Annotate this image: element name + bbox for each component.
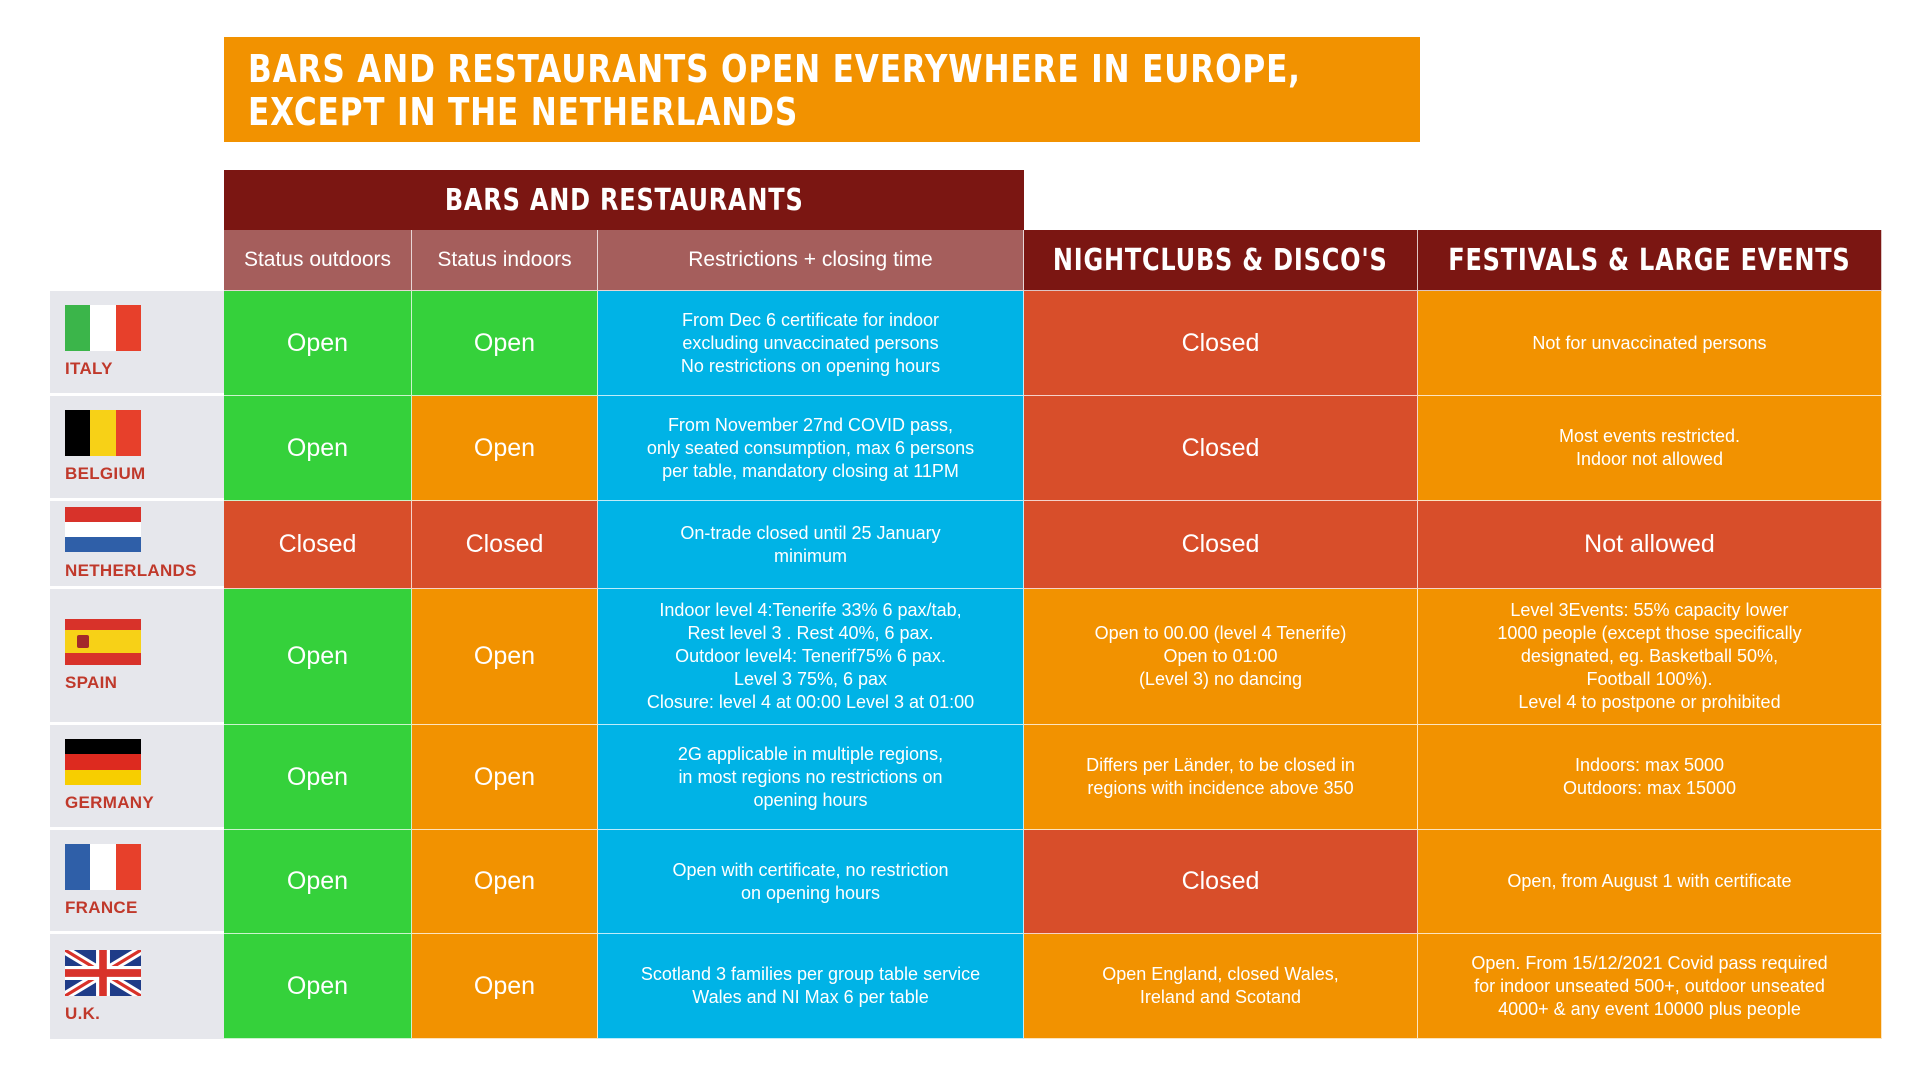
belgium-indoors: Open	[412, 396, 598, 501]
belgium-nightclubs: Closed	[1024, 396, 1418, 501]
france-indoors: Open	[412, 830, 598, 934]
uk-outdoors: Open	[224, 934, 412, 1039]
germany-flag-icon	[65, 739, 141, 785]
netherlands-indoors: Closed	[412, 501, 598, 589]
country-belgium: BELGIUM	[50, 396, 224, 501]
spain-festivals: Level 3Events: 55% capacity lower 1000 p…	[1418, 589, 1882, 725]
germany-restrictions: 2G applicable in multiple regions, in mo…	[598, 725, 1024, 830]
header-bars-restaurants: BARS AND RESTAURANTS	[224, 170, 1024, 230]
uk-indoors: Open	[412, 934, 598, 1039]
header-nightclubs: NIGHTCLUBS & DISCO'S	[1024, 230, 1418, 291]
country-france: FRANCE	[50, 830, 224, 934]
italy-flag-icon	[65, 305, 141, 351]
france-festivals: Open, from August 1 with certificate	[1418, 830, 1882, 934]
country-label: SPAIN	[65, 672, 118, 692]
spain-outdoors: Open	[224, 589, 412, 725]
spain-nightclubs: Open to 00.00 (level 4 Tenerife) Open to…	[1024, 589, 1418, 725]
germany-nightclubs: Differs per Länder, to be closed in regi…	[1024, 725, 1418, 830]
germany-outdoors: Open	[224, 725, 412, 830]
title-line-2: EXCEPT IN THE NETHERLANDS	[248, 90, 799, 134]
country-uk: U.K.	[50, 934, 224, 1039]
belgium-flag-icon	[65, 410, 141, 456]
country-spain: SPAIN	[50, 589, 224, 725]
germany-indoors: Open	[412, 725, 598, 830]
italy-nightclubs: Closed	[1024, 291, 1418, 396]
country-label: BELGIUM	[65, 464, 146, 483]
header-status-outdoors: Status outdoors	[224, 230, 412, 291]
uk-festivals: Open. From 15/12/2021 Covid pass require…	[1418, 934, 1882, 1039]
netherlands-outdoors: Closed	[224, 501, 412, 589]
netherlands-restrictions: On-trade closed until 25 January minimum	[598, 501, 1024, 589]
country-label: GERMANY	[65, 793, 154, 812]
country-italy: ITALY	[50, 291, 224, 396]
title-banner: BARS AND RESTAURANTS OPEN EVERYWHERE IN …	[224, 37, 1420, 142]
header-restrictions: Restrictions + closing time	[598, 230, 1024, 291]
netherlands-nightclubs: Closed	[1024, 501, 1418, 589]
uk-restrictions: Scotland 3 families per group table serv…	[598, 934, 1024, 1039]
header-festivals: FESTIVALS & LARGE EVENTS	[1418, 230, 1882, 291]
country-label: U.K.	[65, 1003, 101, 1023]
country-label: ITALY	[65, 359, 113, 378]
country-label: NETHERLANDS	[65, 560, 197, 580]
italy-indoors: Open	[412, 291, 598, 396]
spain-flag-icon	[65, 618, 141, 665]
country-label: FRANCE	[65, 897, 138, 917]
netherlands-flag-icon	[65, 506, 141, 553]
italy-restrictions: From Dec 6 certificate for indoor exclud…	[598, 291, 1024, 396]
france-flag-icon	[65, 843, 141, 890]
uk-flag-icon	[65, 949, 141, 996]
italy-festivals: Not for unvaccinated persons	[1418, 291, 1882, 396]
france-nightclubs: Closed	[1024, 830, 1418, 934]
belgium-festivals: Most events restricted. Indoor not allow…	[1418, 396, 1882, 501]
france-outdoors: Open	[224, 830, 412, 934]
spain-restrictions: Indoor level 4:Tenerife 33% 6 pax/tab, R…	[598, 589, 1024, 725]
title-line-1: BARS AND RESTAURANTS OPEN EVERYWHERE IN …	[248, 47, 1301, 91]
germany-festivals: Indoors: max 5000 Outdoors: max 15000	[1418, 725, 1882, 830]
country-germany: GERMANY	[50, 725, 224, 830]
country-netherlands: NETHERLANDS	[50, 501, 224, 589]
header-status-indoors: Status indoors	[412, 230, 598, 291]
belgium-outdoors: Open	[224, 396, 412, 501]
netherlands-festivals: Not allowed	[1418, 501, 1882, 589]
spain-indoors: Open	[412, 589, 598, 725]
italy-outdoors: Open	[224, 291, 412, 396]
france-restrictions: Open with certificate, no restriction on…	[598, 830, 1024, 934]
belgium-restrictions: From November 27nd COVID pass, only seat…	[598, 396, 1024, 501]
uk-nightclubs: Open England, closed Wales, Ireland and …	[1024, 934, 1418, 1039]
